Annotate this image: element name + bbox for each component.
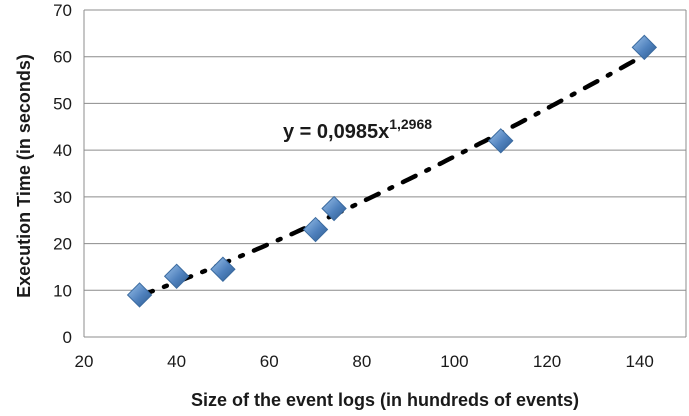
- gridlines: [84, 9, 686, 291]
- tick-labels: 0 10 20 30 40 50 60 70 20 40 60 80 100 120 140: [53, 1, 654, 371]
- x-tick-label: 40: [167, 352, 186, 371]
- data-point-diamond: [488, 128, 514, 154]
- x-tick-label: 140: [626, 352, 654, 371]
- equation-exponent: 1,2968: [389, 116, 432, 132]
- x-tick-label: 20: [75, 352, 94, 371]
- y-tick-label: 10: [53, 281, 72, 300]
- axes: [83, 10, 687, 338]
- x-tick-label: 120: [533, 352, 561, 371]
- data-point-diamond: [631, 34, 658, 61]
- x-tick-label: 60: [260, 352, 279, 371]
- y-tick-label: 60: [53, 48, 72, 67]
- y-tick-label: 50: [53, 94, 72, 113]
- y-tick-label: 30: [53, 188, 72, 207]
- data-point-diamond: [126, 282, 153, 308]
- y-axis-title: Execution Time (in seconds): [14, 54, 34, 298]
- data-point-diamond: [302, 216, 329, 243]
- trendline-equation: y = 0,0985x1,2968: [283, 116, 432, 143]
- x-axis-title: Size of the event logs (in hundreds of e…: [191, 390, 579, 410]
- data-point-diamond: [321, 195, 347, 222]
- data-point-diamond: [210, 256, 236, 282]
- y-tick-label: 0: [63, 328, 72, 347]
- data-point-diamond: [163, 263, 190, 289]
- x-tick-label: 80: [352, 352, 371, 371]
- y-tick-label: 20: [53, 235, 72, 254]
- y-tick-label: 40: [53, 141, 72, 160]
- x-tick-label: 100: [440, 352, 468, 371]
- equation-base: y = 0,0985x: [283, 121, 389, 143]
- power-trendline: [137, 52, 647, 299]
- data-points: [126, 34, 658, 308]
- y-tick-label: 70: [53, 1, 72, 20]
